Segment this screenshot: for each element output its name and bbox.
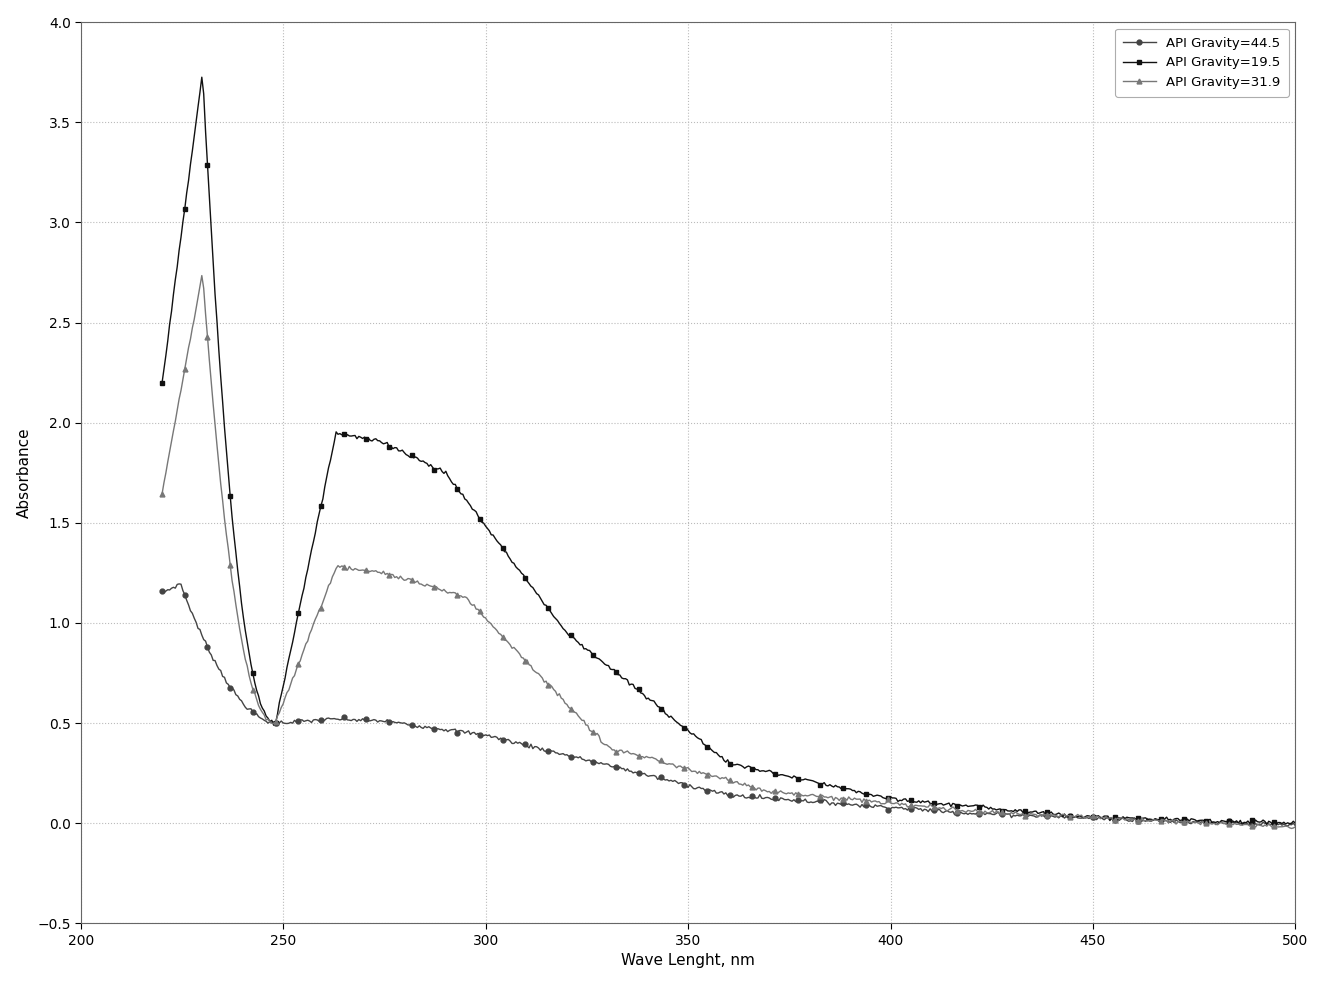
API Gravity=31.9 bbox=[669, 761, 685, 773]
API Gravity=19.5 bbox=[193, 71, 209, 83]
API Gravity=31.9 bbox=[1284, 822, 1300, 834]
API Gravity=19.5 bbox=[154, 376, 170, 388]
API Gravity=19.5 bbox=[669, 716, 685, 728]
API Gravity=44.5 bbox=[669, 776, 685, 788]
Line: API Gravity=19.5: API Gravity=19.5 bbox=[159, 75, 1297, 827]
API Gravity=44.5 bbox=[171, 578, 187, 590]
API Gravity=19.5 bbox=[1235, 819, 1251, 830]
Legend: API Gravity=44.5, API Gravity=19.5, API Gravity=31.9: API Gravity=44.5, API Gravity=19.5, API … bbox=[1114, 29, 1289, 97]
API Gravity=31.9 bbox=[913, 800, 929, 812]
API Gravity=19.5 bbox=[448, 479, 464, 491]
API Gravity=31.9 bbox=[448, 587, 464, 599]
API Gravity=31.9 bbox=[356, 564, 372, 576]
API Gravity=44.5 bbox=[824, 797, 840, 809]
API Gravity=44.5 bbox=[1010, 810, 1026, 821]
API Gravity=31.9 bbox=[1288, 821, 1304, 833]
API Gravity=19.5 bbox=[1010, 806, 1026, 818]
Line: API Gravity=31.9: API Gravity=31.9 bbox=[159, 273, 1297, 831]
API Gravity=31.9 bbox=[193, 270, 209, 282]
API Gravity=44.5 bbox=[913, 803, 929, 815]
API Gravity=44.5 bbox=[1280, 821, 1296, 832]
X-axis label: Wave Lenght, nm: Wave Lenght, nm bbox=[621, 953, 755, 968]
API Gravity=19.5 bbox=[913, 797, 929, 809]
API Gravity=44.5 bbox=[1288, 820, 1304, 831]
API Gravity=19.5 bbox=[824, 780, 840, 792]
Y-axis label: Absorbance: Absorbance bbox=[17, 427, 32, 518]
API Gravity=31.9 bbox=[154, 488, 170, 499]
API Gravity=31.9 bbox=[1010, 808, 1026, 820]
API Gravity=31.9 bbox=[824, 791, 840, 803]
API Gravity=44.5 bbox=[154, 585, 170, 597]
Line: API Gravity=44.5: API Gravity=44.5 bbox=[159, 581, 1297, 828]
API Gravity=19.5 bbox=[1288, 818, 1304, 829]
API Gravity=44.5 bbox=[448, 723, 464, 735]
API Gravity=44.5 bbox=[356, 714, 372, 726]
API Gravity=19.5 bbox=[356, 431, 372, 443]
